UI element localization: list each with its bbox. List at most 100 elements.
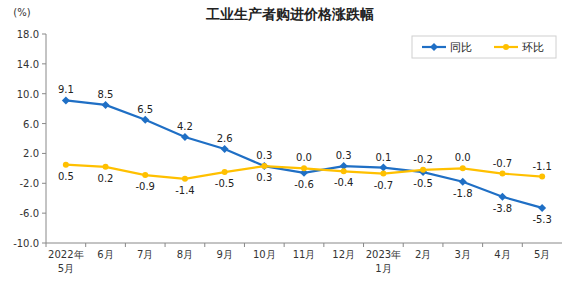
point-marker <box>341 168 347 174</box>
x-tick <box>442 243 443 247</box>
point-marker <box>459 178 467 186</box>
data-label: 0.1 <box>375 152 391 163</box>
data-label: 0.5 <box>58 171 74 182</box>
y-tick <box>42 123 46 124</box>
y-tick <box>42 153 46 154</box>
y-tick-label: -6.0 <box>19 208 39 219</box>
x-tick-label-line: 8月 <box>177 249 193 260</box>
x-tick <box>165 243 166 247</box>
legend-box <box>412 36 556 58</box>
x-tick-label: 7月 <box>137 249 153 260</box>
x-tick-label: 3月 <box>455 249 471 260</box>
data-label: -0.5 <box>413 178 433 189</box>
x-tick-label-line: 7月 <box>137 249 153 260</box>
x-tick-label-line: 10月 <box>253 249 276 260</box>
data-label: 0.0 <box>455 152 471 163</box>
data-label: 6.5 <box>137 104 153 115</box>
point-marker <box>142 172 148 178</box>
x-tick-label: 2022年5月 <box>48 249 83 274</box>
x-tick-label: 4月 <box>494 249 510 260</box>
data-label: -0.4 <box>334 177 354 188</box>
chart: 工业生产者购进价格涨跌幅(%)18.014.010.06.02.0-2.0-6.… <box>0 0 576 294</box>
x-tick-label-line: 5月 <box>58 263 74 274</box>
point-marker <box>499 171 505 177</box>
point-marker <box>538 204 546 212</box>
x-tick-label: 11月 <box>293 249 316 260</box>
x-tick <box>204 243 205 247</box>
data-label: 8.5 <box>98 89 114 100</box>
point-marker <box>181 133 189 141</box>
x-axis <box>46 243 562 244</box>
x-tick-label-line: 4月 <box>494 249 510 260</box>
y-axis <box>46 34 47 243</box>
x-tick-label-line: 1月 <box>375 263 391 274</box>
x-tick-label-line: 3月 <box>455 249 471 260</box>
series-line <box>66 100 542 207</box>
data-label: 0.3 <box>256 172 272 183</box>
y-tick <box>42 183 46 184</box>
x-tick-label: 6月 <box>97 249 113 260</box>
point-marker <box>379 164 387 172</box>
x-tick-label: 2023年 1月 <box>366 249 401 274</box>
point-marker <box>498 193 506 201</box>
data-label: -1.8 <box>453 188 473 199</box>
x-tick-label: 2月 <box>415 249 431 260</box>
plot-marks <box>62 96 546 211</box>
x-tick-label: 5月 <box>534 249 550 260</box>
data-label: 0.2 <box>98 173 114 184</box>
point-marker <box>301 165 307 171</box>
y-tick <box>42 243 46 244</box>
y-axis-label: (%) <box>13 7 30 18</box>
data-label: 9.1 <box>58 84 74 95</box>
point-marker <box>260 162 268 170</box>
y-tick <box>42 93 46 94</box>
point-marker <box>420 167 426 173</box>
y-tick <box>42 213 46 214</box>
x-tick-label-line: 12月 <box>332 249 355 260</box>
legend: 同比 环比 <box>412 36 556 58</box>
y-tick <box>42 34 46 35</box>
y-tick-label: 14.0 <box>17 59 39 70</box>
data-label: -0.9 <box>135 181 155 192</box>
x-tick-label-line: 9月 <box>216 249 232 260</box>
data-label: -1.4 <box>175 185 195 196</box>
point-marker <box>103 164 109 170</box>
x-tick-label-line: 2023年 <box>366 249 401 260</box>
data-label: -0.6 <box>294 179 314 190</box>
x-tick <box>522 243 523 247</box>
legend-marker <box>503 44 509 50</box>
legend-label: 同比 <box>450 41 472 54</box>
data-label: 0.3 <box>336 150 352 161</box>
point-marker <box>102 101 110 109</box>
x-tick-label-line: 6月 <box>97 249 113 260</box>
point-marker <box>460 165 466 171</box>
y-tick <box>42 63 46 64</box>
point-marker <box>62 96 70 104</box>
data-label: 0.0 <box>296 152 312 163</box>
point-marker <box>380 171 386 177</box>
data-label: -3.8 <box>493 203 513 214</box>
y-tick-label: -10.0 <box>13 238 39 249</box>
x-tick <box>244 243 245 247</box>
y-tick-label: 18.0 <box>17 29 39 40</box>
data-label: 2.6 <box>217 133 233 144</box>
point-marker <box>261 163 267 169</box>
point-marker <box>182 176 188 182</box>
y-tick-label: 2.0 <box>23 148 39 159</box>
data-label: -0.7 <box>374 180 394 191</box>
x-tick <box>284 243 285 247</box>
y-tick-label: 10.0 <box>17 89 39 100</box>
point-marker <box>221 145 229 153</box>
x-tick <box>482 243 483 247</box>
x-tick-label: 9月 <box>216 249 232 260</box>
data-label: -0.2 <box>413 154 433 165</box>
x-tick-label: 12月 <box>332 249 355 260</box>
title: 工业生产者购进价格涨跌幅 <box>205 6 374 22</box>
point-marker <box>141 116 149 124</box>
legend-label: 环比 <box>522 41 544 54</box>
data-label: -0.7 <box>493 158 513 169</box>
x-tick <box>323 243 324 247</box>
x-tick-label-line: 2月 <box>415 249 431 260</box>
data-label: -0.5 <box>215 178 235 189</box>
data-label: -1.1 <box>532 161 552 172</box>
